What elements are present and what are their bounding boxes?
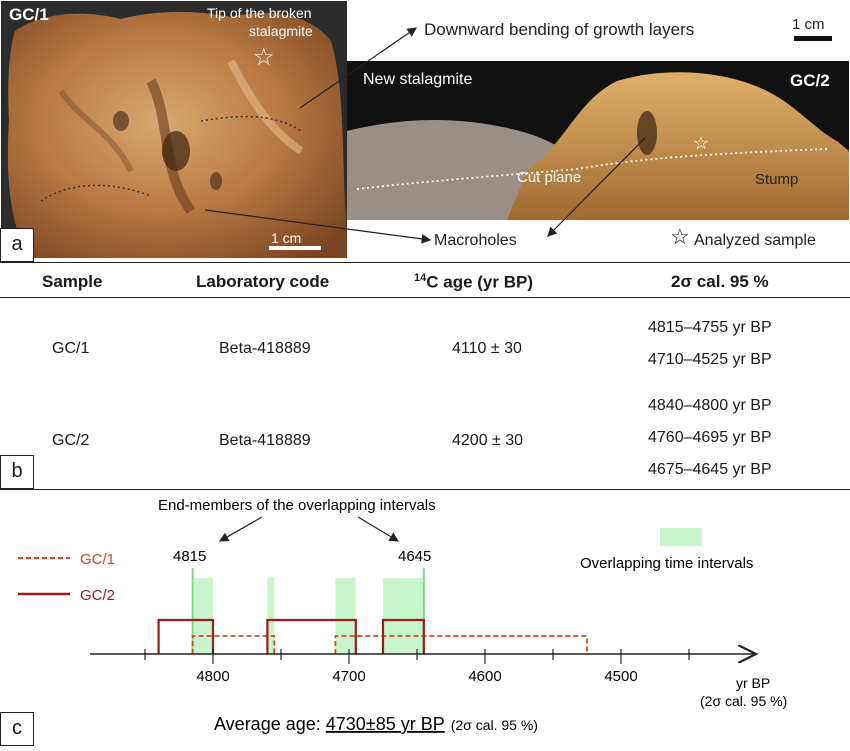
panel-a-letter: a (0, 228, 34, 262)
header-age: 14C age (yr BP) (414, 272, 533, 293)
stump-label: Stump (755, 171, 799, 188)
legend-overlap-swatch (660, 528, 702, 546)
end-right-arrow (357, 516, 400, 542)
photo-gc2: New stalagmite GC/2 Cut plane Stump ☆ (347, 61, 849, 220)
end-members-label: End-members of the overlapping intervals (158, 497, 436, 514)
header-age-text: C age (yr BP) (426, 272, 533, 292)
cell-cal-range: 4815–4755 yr BP (648, 319, 772, 336)
cell-cal-range: 4840–4800 yr BP (648, 397, 772, 414)
overlap-interval-bar (335, 578, 356, 654)
new-stalagmite-label: New stalagmite (363, 71, 473, 88)
macroholes-arrow-left (204, 209, 432, 244)
cell-sample: GC/1 (52, 340, 90, 357)
panel-a: GC/1 Tip of the broken stalagmite ☆ 1 cm… (0, 0, 850, 262)
photo-gc1: GC/1 Tip of the broken stalagmite ☆ 1 cm (1, 1, 347, 258)
bending-label: Downward bending of growth layers (424, 20, 695, 39)
x-axis: 4800 4700 4600 4500 (90, 649, 756, 685)
average-suffix: (2σ cal. 95 %) (451, 717, 538, 733)
photo-gc1-image (1, 1, 347, 258)
macroholes-label: Macroholes (434, 232, 517, 249)
cell-lab-code: Beta-418889 (219, 432, 311, 449)
overlap-interval-bar (383, 578, 424, 654)
end-left-arrow (218, 516, 263, 542)
gc2-interval (266, 618, 357, 654)
analyzed-sample-label: Analyzed sample (694, 232, 816, 249)
x-tick-label: 4700 (332, 668, 365, 685)
legend-gc2-label: GC/2 (80, 587, 115, 604)
photo-gc2-label: GC/2 (790, 71, 830, 90)
x-tick-label: 4500 (604, 668, 637, 685)
tip-label-line1: Tip of the broken (207, 5, 312, 21)
end-left-label: 4815 (173, 548, 206, 565)
panel-c-chart: 4800 4700 4600 4500 GC/1 GC/2 Overlapping t… (0, 488, 850, 746)
average-value: 4730±85 yr BP (326, 714, 445, 734)
average-age: Average age: 4730±85 yr BP (2σ cal. 95 %) (214, 714, 538, 734)
end-right-label: 4645 (398, 548, 431, 565)
scale-bar-top (794, 36, 832, 41)
analyzed-star-icon: ☆ (693, 133, 710, 153)
header-cal: 2σ cal. 95 % (671, 272, 769, 291)
cell-cal-range: 4710–4525 yr BP (648, 351, 772, 368)
average-prefix: Average age: (214, 714, 326, 734)
header-age-superscript: 14 (414, 272, 427, 284)
cell-cal-range: 4760–4695 yr BP (648, 429, 772, 446)
cell-cal-range: 4675–4645 yr BP (648, 461, 772, 478)
gc1-interval (334, 635, 588, 654)
cell-sample: GC/2 (52, 432, 90, 449)
interval-chart: 4800 4700 4600 4500 GC/1 GC/2 Overlapping t… (18, 497, 787, 734)
panel-a-arrows (204, 27, 646, 244)
overlap-layer (191, 568, 425, 654)
bending-arrow (299, 27, 417, 109)
legend-star-icon: ☆ (670, 224, 690, 249)
scale-bar-bottom (269, 246, 321, 250)
gc2-interval (381, 618, 425, 654)
axis-label-line2: (2σ cal. 95 %) (700, 693, 787, 709)
series-layer (157, 618, 588, 654)
tip-label-line2: stalagmite (249, 23, 313, 39)
panel-b-letter: b (0, 455, 34, 489)
panel-c-letter: c (0, 712, 34, 746)
panel-b-table: Sample Laboratory code 14C age (yr BP) 2… (0, 262, 850, 490)
axis-label-line1: yr BP (736, 675, 770, 691)
overlap-interval-bar (267, 578, 275, 654)
header-sample: Sample (42, 272, 103, 291)
x-tick-label: 4800 (196, 668, 229, 685)
legend-gc1-label: GC/1 (80, 551, 115, 568)
gc2-interval (157, 618, 215, 654)
tip-star-icon: ☆ (253, 44, 275, 71)
gc1-interval (191, 635, 276, 654)
photo-gc2-image (347, 61, 849, 220)
scale-top-label: 1 cm (792, 16, 825, 33)
cut-plane-label: Cut plane (517, 169, 582, 186)
cell-age: 4110 ± 30 (452, 340, 522, 357)
table-header-rule (0, 297, 850, 298)
photo-gc1-label: GC/1 (9, 5, 49, 24)
cell-age: 4200 ± 30 (452, 432, 524, 449)
scale-bottom-label: 1 cm (271, 230, 302, 246)
cell-lab-code: Beta-418889 (219, 340, 311, 357)
header-lab-code: Laboratory code (196, 272, 330, 291)
legend-overlap-label: Overlapping time intervals (580, 555, 753, 572)
x-tick-label: 4600 (468, 668, 501, 685)
overlap-interval-bar (192, 578, 213, 654)
macroholes-arrow-right (547, 137, 646, 237)
